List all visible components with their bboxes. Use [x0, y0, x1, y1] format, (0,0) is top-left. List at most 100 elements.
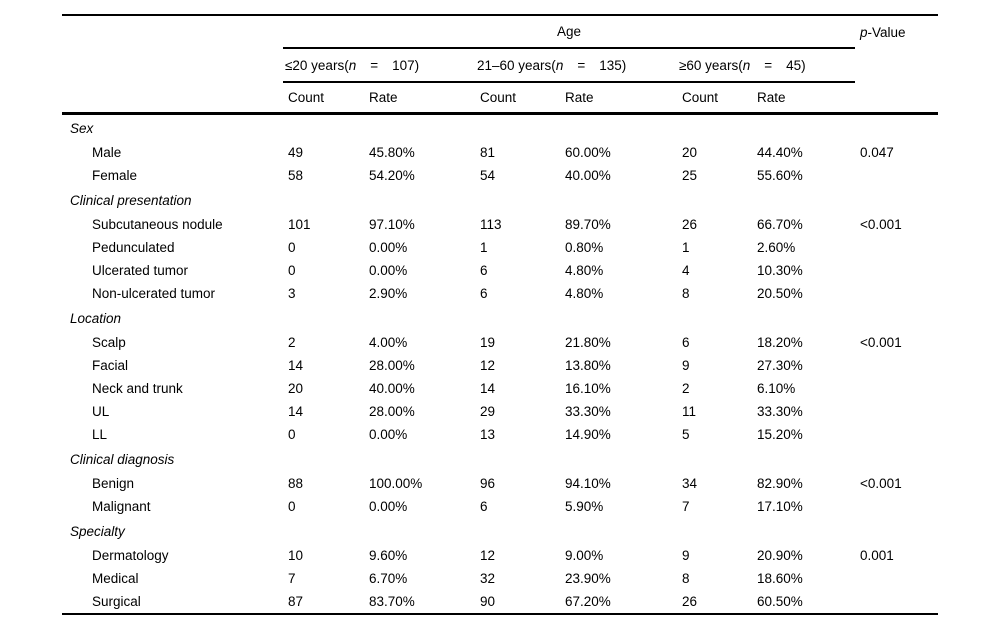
rate-value: 28.00% — [369, 358, 415, 373]
count-value: 3 — [288, 286, 296, 301]
count-value: 2 — [288, 335, 296, 350]
count-value: 90 — [480, 594, 496, 609]
header-row-count-rate: Count Rate Count Rate Count Rate — [62, 82, 939, 115]
n-count: 135) — [599, 57, 627, 73]
p-value: 0.001 — [860, 548, 894, 563]
section-title: Location — [70, 310, 122, 326]
count-value: 49 — [288, 145, 304, 160]
rate-value: 14.90% — [565, 427, 611, 442]
count-value: 14 — [288, 358, 304, 373]
count-value: 113 — [480, 217, 502, 232]
rate-value: 67.20% — [565, 594, 611, 609]
p-value — [855, 590, 938, 614]
rate-header-1: Rate — [364, 82, 475, 115]
rate-value: 2.60% — [757, 240, 796, 255]
table-body: Sex Male 49 45.80% 81 60.00% 20 44.40% 0.047 Fema… — [62, 114, 938, 615]
rate-value: 16.10% — [565, 381, 611, 396]
row-label: Scalp — [92, 335, 126, 350]
count-value: 25 — [682, 168, 698, 183]
rate-value: 4.80% — [565, 263, 604, 278]
count-value: 58 — [288, 168, 304, 183]
header-row-age: Age p-Value — [62, 15, 938, 49]
rate-value: 9.00% — [565, 548, 604, 563]
count-value: 29 — [480, 404, 496, 419]
rate-header-2: Rate — [560, 82, 677, 115]
count-value: 7 — [682, 499, 690, 514]
count-value: 81 — [480, 145, 496, 160]
p-value — [855, 423, 938, 446]
rate-value: 4.00% — [369, 335, 408, 350]
count-value: 0 — [288, 263, 296, 278]
rate-value: 18.20% — [757, 335, 803, 350]
count-value: 7 — [288, 571, 296, 586]
count-value: 14 — [288, 404, 304, 419]
p-value — [855, 282, 938, 305]
header-row-age-groups: ≤20 years(n = 107) 21–60 years(n = 135) ≥60 … — [62, 48, 938, 83]
count-value: 6 — [480, 286, 488, 301]
table-header: Age p-Value ≤20 years(n = 107) 21–60 years… — [62, 15, 939, 115]
table-row: Male 49 45.80% 81 60.00% 20 44.40% 0.047 — [62, 141, 938, 164]
n-count: 45) — [786, 57, 806, 73]
table-row: Subcutaneous nodule 101 97.10% 113 89.70% 26 6… — [62, 213, 938, 236]
count-value: 11 — [682, 404, 697, 419]
n-symbol: n — [348, 57, 357, 73]
row-label: Ulcerated tumor — [92, 263, 189, 278]
count-value: 1 — [480, 240, 488, 255]
rate-value: 20.90% — [757, 548, 803, 563]
header-spacer — [62, 48, 283, 82]
table-row: Female 58 54.20% 54 40.00% 25 55.60% — [62, 164, 938, 187]
rate-value: 100.00% — [369, 476, 423, 491]
section-title: Specialty — [70, 523, 125, 539]
rate-value: 66.70% — [757, 217, 803, 232]
row-label: Benign — [92, 476, 135, 491]
rate-value: 28.00% — [369, 404, 415, 419]
section-header-row: Specialty — [62, 518, 938, 544]
n-count: 107) — [392, 57, 420, 73]
p-value — [855, 495, 938, 518]
rate-value: 40.00% — [369, 381, 415, 396]
table-row: Pedunculated 0 0.00% 1 0.80% 1 2.60% — [62, 236, 938, 259]
table-row: Benign 88 100.00% 96 94.10% 34 82.90% <0.001 — [62, 472, 938, 495]
count-value: 8 — [682, 571, 690, 586]
p-value: <0.001 — [860, 217, 902, 232]
n-symbol: n — [742, 57, 751, 73]
count-value: 0 — [288, 240, 296, 255]
header-spacer — [62, 82, 283, 115]
table-row: Malignant 0 0.00% 6 5.90% 7 17.10% — [62, 495, 938, 518]
p-value — [855, 164, 938, 187]
rate-value: 44.40% — [757, 145, 803, 160]
rate-value: 0.00% — [369, 427, 408, 442]
count-value: 4 — [682, 263, 690, 278]
rate-value: 0.00% — [369, 499, 408, 514]
rate-value: 54.20% — [369, 168, 415, 183]
p-value-header-text: -Value — [867, 24, 906, 40]
p-value — [855, 259, 938, 282]
rate-value: 6.70% — [369, 571, 408, 586]
count-value: 1 — [682, 240, 690, 255]
count-value: 26 — [682, 217, 698, 232]
count-value: 26 — [682, 594, 698, 609]
section-title: Clinical presentation — [70, 192, 192, 208]
section-header-row: Clinical presentation — [62, 187, 938, 213]
row-label: Female — [92, 168, 138, 183]
rate-value: 21.80% — [565, 335, 611, 350]
row-label: LL — [92, 427, 108, 442]
table-row: LL 0 0.00% 13 14.90% 5 15.20% — [62, 423, 938, 446]
count-value: 9 — [682, 358, 690, 373]
rate-value: 27.30% — [757, 358, 803, 373]
rate-value: 9.60% — [369, 548, 408, 563]
table-row: Ulcerated tumor 0 0.00% 6 4.80% 4 10.30% — [62, 259, 938, 282]
row-label: UL — [92, 404, 110, 419]
row-label: Male — [92, 145, 122, 160]
section-header-row: Sex — [62, 114, 938, 142]
rate-value: 23.90% — [565, 571, 611, 586]
rate-value: 18.60% — [757, 571, 803, 586]
rate-value: 83.70% — [369, 594, 415, 609]
table-row: Scalp 2 4.00% 19 21.80% 6 18.20% <0.001 — [62, 331, 938, 354]
p-value: 0.047 — [860, 145, 894, 160]
rate-value: 2.90% — [369, 286, 408, 301]
count-value: 20 — [288, 381, 304, 396]
row-label: Non-ulcerated tumor — [92, 286, 216, 301]
p-value: <0.001 — [860, 335, 902, 350]
age-group-header-over-60: ≥60 years(n = 45) — [677, 48, 856, 83]
